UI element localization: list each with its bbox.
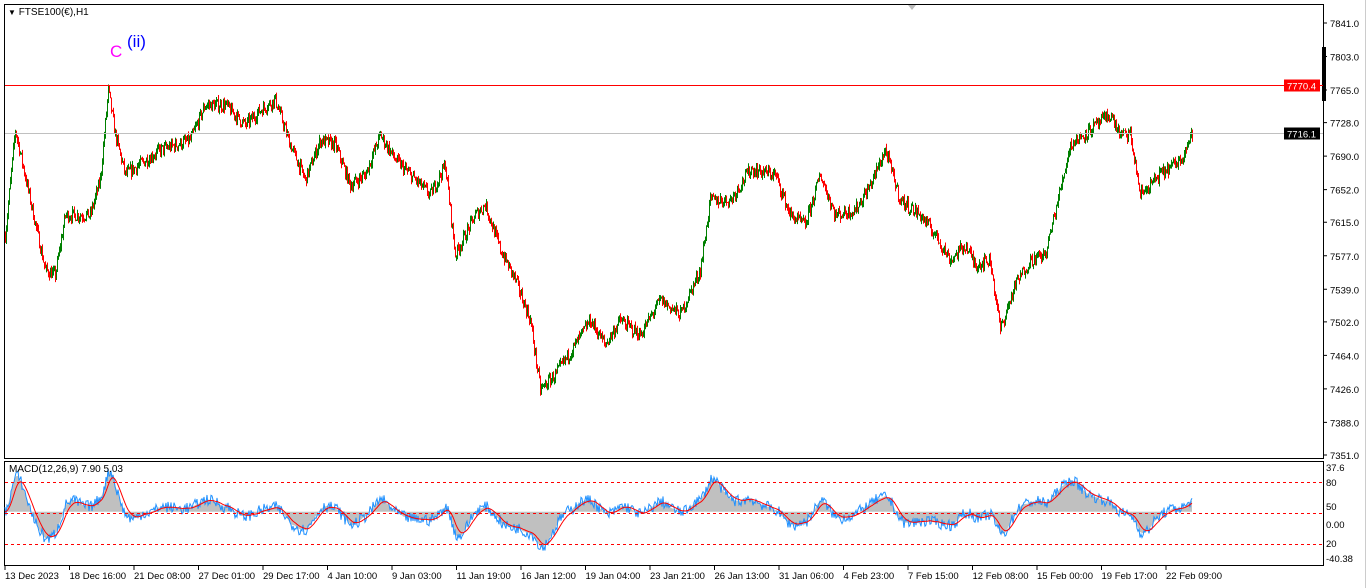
y-tick-label: 7690.0: [1330, 152, 1359, 163]
x-tick-label: 7 Feb 15:00: [908, 571, 959, 582]
y-tick-label: 7539.0: [1330, 285, 1359, 296]
price-label-box: [1284, 79, 1320, 92]
x-tick-label: 22 Feb 09:00: [1166, 571, 1222, 582]
macd-y-tick-label: 80: [1326, 478, 1337, 489]
x-tick-label: 18 Dec 16:00: [70, 571, 127, 582]
x-tick-label: 15 Feb 00:00: [1037, 571, 1093, 582]
price-scale-handle[interactable]: [1322, 47, 1326, 101]
x-tick-label: 27 Dec 01:00: [199, 571, 256, 582]
y-tick-label: 7803.0: [1330, 53, 1359, 64]
macd-title: MACD(12,26,9) 7.90 5.03: [9, 464, 123, 475]
wave-ii-label: (ii): [127, 32, 146, 51]
y-tick-label: 7426.0: [1330, 385, 1359, 396]
chart-title: ▼ FTSE100(€),H1: [8, 7, 89, 18]
x-tick-label: 16 Jan 12:00: [521, 571, 576, 582]
shift-marker-icon[interactable]: [908, 5, 916, 10]
macd-signal-line: [4, 477, 1193, 546]
x-tick-label: 21 Dec 08:00: [134, 571, 191, 582]
price-label-box: [1284, 127, 1320, 140]
price-label: 7770.4: [1287, 82, 1316, 93]
x-tick-label: 9 Jan 03:00: [392, 571, 442, 582]
y-tick-label: 7615.0: [1330, 218, 1359, 229]
y-tick-label: 7464.0: [1330, 351, 1359, 362]
y-tick-label: 7841.0: [1330, 19, 1359, 30]
y-tick-label: 7765.0: [1330, 86, 1359, 97]
macd-y-tick-label: 50: [1326, 502, 1337, 513]
y-tick-label: 7652.0: [1330, 186, 1359, 197]
macd-y-tick-label: 37.6: [1326, 463, 1345, 474]
y-tick-label: 7388.0: [1330, 418, 1359, 429]
x-tick-label: 29 Dec 17:00: [263, 571, 320, 582]
wave-c-label: C: [110, 42, 123, 61]
dropdown-triangle-icon[interactable]: ▼: [8, 8, 16, 17]
macd-y-tick-label: -40.38: [1326, 554, 1353, 565]
y-tick-label: 7502.0: [1330, 318, 1359, 329]
y-tick-label: 7351.0: [1330, 451, 1359, 462]
x-tick-label: 19 Feb 17:00: [1102, 571, 1158, 582]
x-tick-label: 23 Jan 21:00: [650, 571, 705, 582]
x-tick-label: 12 Feb 08:00: [973, 571, 1029, 582]
main-chart-frame: [4, 4, 1324, 459]
price-label: 7716.1: [1287, 130, 1316, 141]
x-tick-label: 19 Jan 04:00: [586, 571, 641, 582]
x-tick-label: 4 Feb 23:00: [844, 571, 895, 582]
macd-y-tick-label: 0.00: [1326, 520, 1345, 531]
symbol-label: FTSE100(€),H1: [18, 7, 89, 18]
x-tick-label: 11 Jan 19:00: [457, 571, 511, 582]
x-tick-label: 26 Jan 13:00: [715, 571, 770, 582]
x-tick-label: 13 Dec 2023: [5, 571, 59, 582]
y-tick-label: 7728.0: [1330, 119, 1359, 130]
y-tick-label: 7577.0: [1330, 252, 1359, 263]
x-tick-label: 4 Jan 10:00: [328, 571, 378, 582]
macd-y-tick-label: 20: [1326, 539, 1337, 550]
x-tick-label: 31 Jan 06:00: [779, 571, 834, 582]
